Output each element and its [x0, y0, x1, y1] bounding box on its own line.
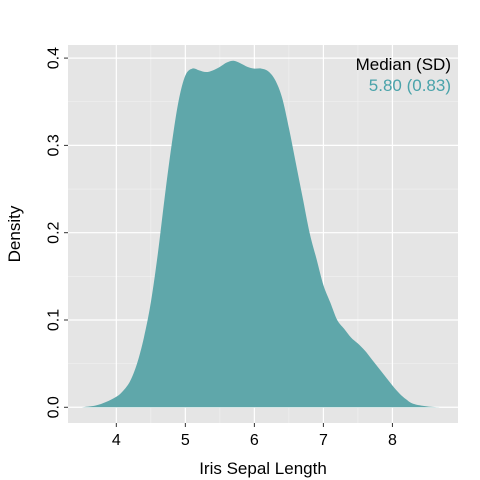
- annotation-title: Median (SD): [356, 55, 451, 74]
- y-tick-label: 0.4: [46, 47, 63, 69]
- x-tick-label: 6: [250, 432, 259, 449]
- x-tick-label: 8: [388, 432, 397, 449]
- y-tick-label: 0.0: [45, 396, 62, 418]
- annotation-value: 5.80 (0.83): [369, 76, 451, 95]
- y-axis-title: Density: [5, 205, 24, 262]
- x-tick-label: 7: [319, 432, 328, 449]
- x-axis-title: Iris Sepal Length: [199, 459, 327, 478]
- x-tick-label: 4: [112, 432, 121, 449]
- y-tick-label: 0.2: [46, 221, 63, 243]
- x-tick-label: 5: [181, 432, 190, 449]
- y-tick-label: 0.1: [45, 309, 62, 331]
- density-area: [81, 60, 441, 408]
- y-axis: 0.0 0.1 0.2 0.3 0.4: [45, 47, 68, 418]
- x-axis: 4 5 6 7 8: [112, 423, 397, 449]
- y-tick-label: 0.3: [46, 134, 63, 156]
